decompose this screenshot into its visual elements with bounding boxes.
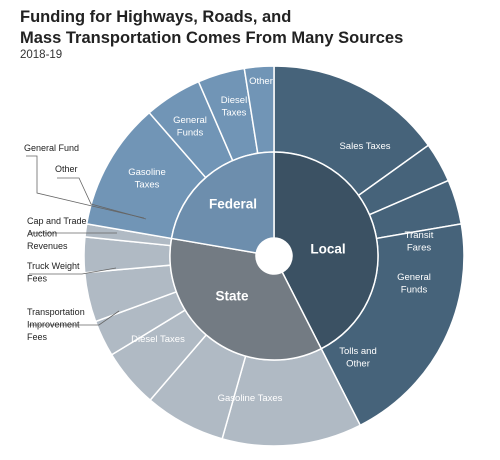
- chart-title-line-2: Mass Transportation Comes From Many Sour…: [20, 29, 404, 47]
- group-label-state: State: [215, 289, 249, 304]
- slice-labels: Local State Federal Sales Taxes Transit Fares…: [24, 76, 434, 404]
- slice-label-state-diesel-taxes: Diesel Taxes: [131, 334, 185, 345]
- group-label-local: Local: [310, 242, 345, 257]
- inner-ring: [169, 151, 379, 361]
- chart-title-line-1: Funding for Highways, Roads, and: [20, 8, 292, 26]
- slice-label-state-general-fund: General Fund: [24, 143, 79, 153]
- slice-label-local-general-funds: General Funds: [397, 271, 431, 295]
- leader-line-general-fund: [26, 155, 145, 219]
- slice-label-local-sales-taxes: Sales Taxes: [339, 141, 390, 152]
- slice-label-federal-other: Other: [249, 76, 273, 87]
- leader-line-transportation-improvement-fees: [29, 310, 120, 326]
- center-hole: [256, 238, 292, 274]
- slice-label-federal-diesel-taxes: Diesel Taxes: [221, 94, 247, 118]
- leader-line-truck-weight-fees: [29, 267, 117, 275]
- slice-label-state-other: Other: [55, 164, 78, 174]
- slice-label-local-tolls-and-other: Tolls and Other: [339, 345, 377, 369]
- group-label-federal: Federal: [209, 197, 257, 212]
- leader-line-other: [57, 177, 147, 220]
- slice-label-state-gasoline-taxes: Gasoline Taxes: [218, 393, 283, 404]
- slice-label-federal-general-funds: General Funds: [173, 114, 207, 138]
- slice-label-federal-gasoline-taxes: Gasoline Taxes: [128, 166, 166, 190]
- outer-ring: [83, 65, 465, 447]
- chart-title: Funding for Highways, Roads, and Mass Tr…: [20, 7, 490, 49]
- slice-label-state-truck-weight-fees: Truck Weight Fees: [27, 261, 80, 284]
- slice-label-state-transportation-improvement-fees: Transportation Improvement Fees: [27, 307, 85, 342]
- leader-lines: [26, 155, 147, 326]
- chart-subtitle: 2018-19: [20, 49, 63, 61]
- slice-label-state-cap-and-trade-auction-revenues: Cap and Trade Auction Revenues: [27, 216, 87, 251]
- slice-label-local-transit-fares: Transit Fares: [405, 229, 434, 253]
